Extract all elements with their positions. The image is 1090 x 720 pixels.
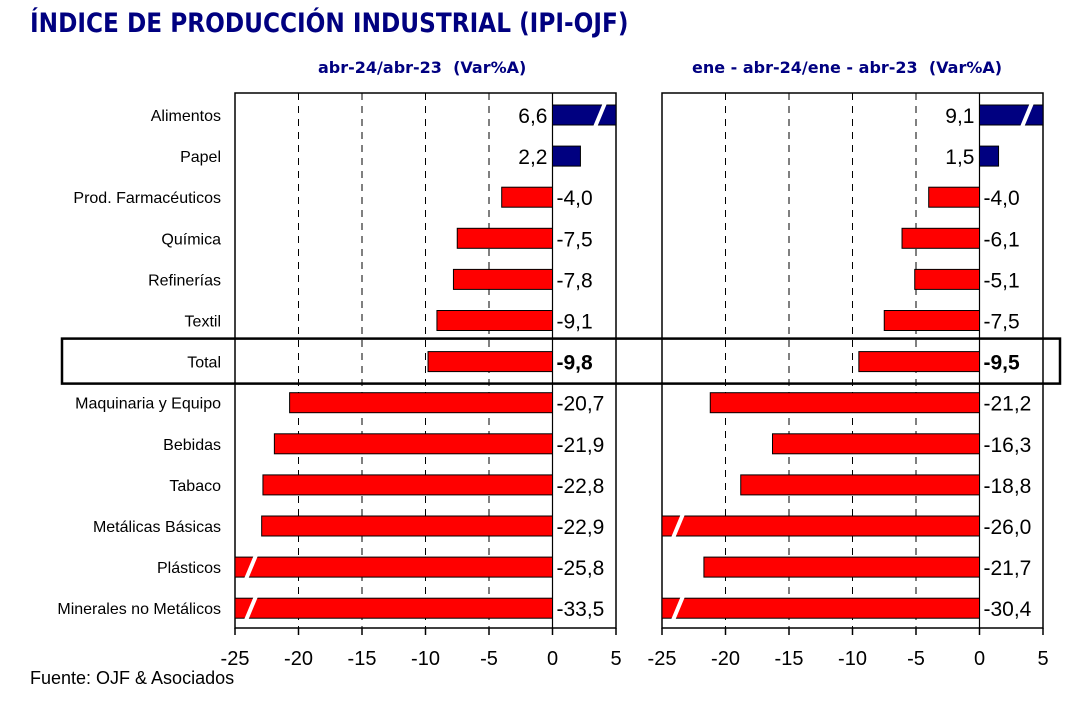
bar-alimentos [552,104,617,126]
bar-bebidas [273,433,553,455]
category-label: Bebidas [163,437,221,454]
left-subtitle: abr-24/abr-23 (Var%A) [318,58,527,77]
bar-papel [552,145,581,167]
break-mark [671,595,685,621]
bar-qu-mica [901,227,981,249]
category-label: Tabaco [169,478,221,495]
data-label: -21,7 [984,557,1032,580]
data-label: -22,8 [557,475,605,498]
break-mark [244,595,258,621]
right-subtitle: ene - abr-24/ene - abr-23 (Var%A) [692,58,1003,77]
x-tick-label: -5 [480,648,498,670]
bar-maquinaria-y-equipo [709,392,980,414]
bar-alimentos [979,104,1044,126]
bar-bebidas [771,433,980,455]
x-tick-label: -15 [775,648,804,670]
category-label: Papel [180,149,221,166]
bar-qu-mica [456,227,553,249]
data-label: -25,8 [557,557,605,580]
x-tick-label: -10 [411,648,440,670]
x-tick-label: -15 [348,648,377,670]
bar-maquinaria-y-equipo [289,392,553,414]
bar-refiner-as [914,268,980,290]
data-label: 9,1 [945,105,974,128]
category-label: Química [161,231,221,248]
category-label: Refinerías [148,272,221,289]
bar-minerales-no-met-licos [661,597,980,619]
x-tick-label: -25 [221,648,250,670]
x-tick-label: -25 [648,648,677,670]
data-label: -26,0 [984,516,1032,539]
x-tick-label: 0 [974,648,985,670]
data-label: -6,1 [984,228,1020,251]
data-label: -21,9 [557,434,605,457]
data-label: -30,4 [984,598,1032,621]
data-label: 1,5 [945,146,974,169]
bar-met-licas-b-sicas [661,515,980,537]
bar-total [427,351,554,373]
data-label: -5,1 [984,269,1020,292]
data-label: -22,9 [557,516,605,539]
bar-pl-sticos [703,556,980,578]
x-tick-label: 5 [1037,648,1048,670]
x-tick-label: -20 [711,648,740,670]
break-mark [1020,102,1034,128]
bar-total [858,351,980,373]
bar-prod-farmac-uticos [928,186,981,208]
data-label: -7,5 [984,311,1020,334]
data-label: -7,8 [557,269,593,292]
data-label: -20,7 [557,393,605,416]
x-tick-label: -20 [284,648,313,670]
break-mark [244,554,258,580]
break-mark [593,102,607,128]
bar-papel [979,145,1000,167]
total-highlight-box [60,337,1062,385]
break-mark [671,513,685,539]
category-label: Total [187,355,221,372]
data-label: -4,0 [984,187,1020,210]
category-label: Maquinaria y Equipo [75,396,221,413]
bar-textil [883,310,980,331]
data-label: -4,0 [557,187,593,210]
bar-tabaco [262,474,553,496]
category-label: Textil [185,314,221,331]
bar-pl-sticos [234,556,553,578]
x-tick-label: -5 [907,648,925,670]
data-label: 2,2 [518,146,547,169]
x-tick-label: -10 [838,648,867,670]
data-label: -7,5 [557,228,593,251]
category-label: Alimentos [151,108,221,125]
bar-minerales-no-met-licos [234,597,553,619]
data-label: -18,8 [984,475,1032,498]
data-label: -21,2 [984,393,1032,416]
category-label: Prod. Farmacéuticos [73,190,221,207]
x-tick-label: 0 [547,648,558,670]
source-note: Fuente: OJF & Asociados [30,668,235,688]
bar-refiner-as [452,268,553,290]
bar-tabaco [740,474,980,496]
category-label: Minerales no Metálicos [57,601,221,618]
data-label: -9,8 [557,352,594,375]
bar-prod-farmac-uticos [501,186,554,208]
data-label: 6,6 [518,105,547,128]
bar-met-licas-b-sicas [261,515,553,537]
data-label: -33,5 [557,598,605,621]
data-label: -9,5 [984,352,1021,375]
category-label: Plásticos [157,560,221,577]
chart-title: ÍNDICE DE PRODUCCIÓN INDUSTRIAL (IPI-OJF… [30,8,629,39]
category-label: Metálicas Básicas [93,519,221,536]
data-label: -9,1 [557,311,593,334]
bar-textil [436,310,553,331]
data-label: -16,3 [984,434,1032,457]
x-tick-label: 5 [610,648,621,670]
